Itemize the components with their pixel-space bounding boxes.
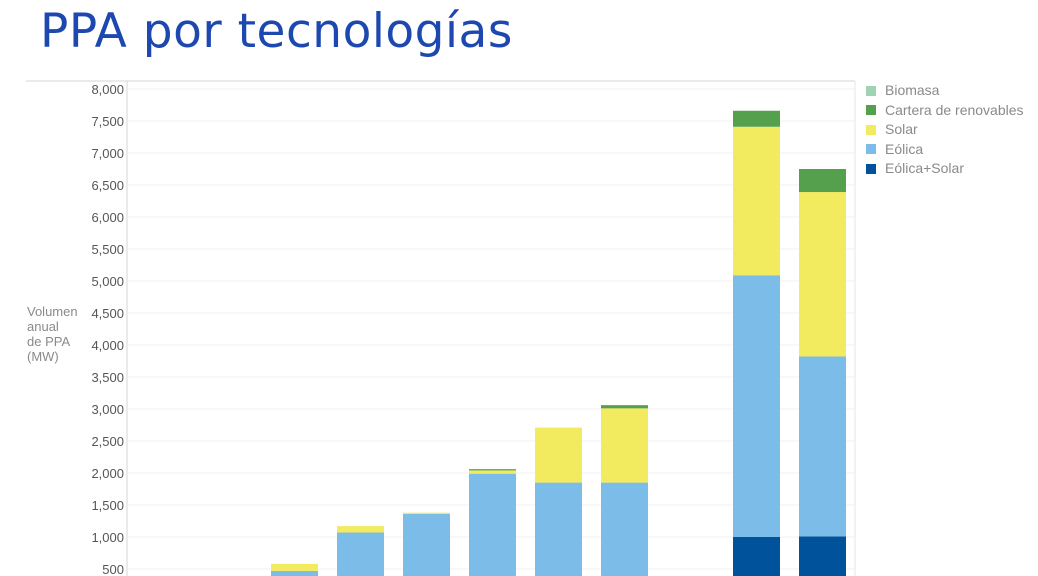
y-axis-label-line: (MW) bbox=[27, 349, 59, 364]
y-tick-label: 1,500 bbox=[91, 498, 124, 513]
y-tick-label: 7,500 bbox=[91, 114, 124, 129]
y-tick-label: 3,000 bbox=[91, 402, 124, 417]
legend-label: Eólica+Solar bbox=[885, 160, 964, 176]
bar-segment bbox=[601, 482, 648, 576]
legend-swatch bbox=[866, 85, 876, 96]
bar-segment bbox=[733, 126, 780, 276]
legend-swatch bbox=[866, 163, 876, 174]
bar-segment bbox=[799, 169, 846, 193]
y-tick-label: 500 bbox=[102, 562, 124, 576]
bar-segment bbox=[733, 110, 780, 127]
bar-segment bbox=[271, 563, 318, 571]
legend-item: Cartera de renovables bbox=[866, 101, 1024, 121]
legend-label: Cartera de renovables bbox=[885, 101, 1024, 118]
legend-swatch bbox=[866, 124, 876, 135]
y-tick-label: 4,000 bbox=[91, 338, 124, 353]
legend-item: Biomasa bbox=[866, 81, 1024, 101]
legend-label: Solar bbox=[885, 121, 918, 137]
bar-segment bbox=[535, 482, 582, 576]
chart-title: PPA por tecnologías bbox=[40, 4, 513, 59]
y-tick-label: 7,000 bbox=[91, 146, 124, 161]
y-tick-label: 5,000 bbox=[91, 274, 124, 289]
y-tick-label: 2,000 bbox=[91, 466, 124, 481]
bar-segment bbox=[403, 512, 450, 514]
bar-segment bbox=[337, 532, 384, 576]
bar-segment bbox=[469, 469, 516, 471]
y-tick-label: 1,000 bbox=[91, 530, 124, 545]
bar-segment bbox=[535, 427, 582, 483]
legend-swatch bbox=[866, 105, 876, 116]
legend-label: Biomasa bbox=[885, 82, 940, 98]
bar-segment bbox=[601, 405, 648, 409]
bar-segment bbox=[469, 473, 516, 576]
y-axis-label-line: Volumen bbox=[27, 304, 78, 319]
bar-segment bbox=[799, 536, 846, 576]
legend-label: Eólica bbox=[885, 140, 924, 157]
bar-segment bbox=[469, 470, 516, 474]
bar-segment bbox=[403, 513, 450, 576]
bar-segment bbox=[733, 537, 780, 576]
legend-item: Solar bbox=[866, 120, 1024, 140]
y-axis-label-line: de PPA bbox=[27, 334, 71, 349]
bar-segment bbox=[337, 526, 384, 533]
bar-segment bbox=[799, 356, 846, 537]
chart-legend: Biomasa Cartera de renovables Solar Eóli… bbox=[866, 81, 1024, 179]
y-axis-label-line: anual bbox=[27, 319, 59, 334]
y-tick-label: 4,500 bbox=[91, 306, 124, 321]
bar-segment bbox=[601, 408, 648, 483]
bar-segment bbox=[271, 570, 318, 576]
bar-segment bbox=[733, 275, 780, 537]
bar-segment bbox=[799, 192, 846, 357]
legend-item: Eólica bbox=[866, 140, 1024, 160]
legend-item: Eólica+Solar bbox=[866, 159, 1024, 179]
y-tick-label: 8,000 bbox=[91, 82, 124, 97]
y-tick-label: 6,000 bbox=[91, 210, 124, 225]
y-tick-label: 5,500 bbox=[91, 242, 124, 257]
y-axis-label: Volumen anual de PPA (MW) bbox=[27, 304, 87, 364]
y-tick-label: 2,500 bbox=[91, 434, 124, 449]
legend-swatch bbox=[866, 144, 876, 155]
y-tick-label: 6,500 bbox=[91, 178, 124, 193]
y-tick-label: 3,500 bbox=[91, 370, 124, 385]
stacked-bar-chart: 500 1,000 1,500 2,000 2,500 3,000 3,500 4,000 4,… bbox=[26, 80, 856, 576]
